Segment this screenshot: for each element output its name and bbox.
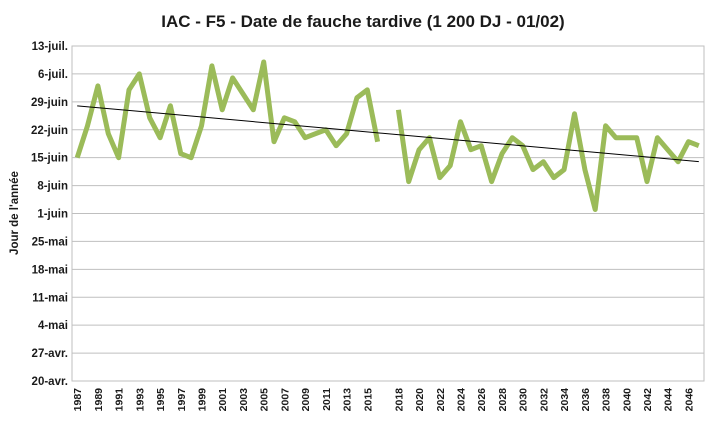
x-tick-label: 2038 xyxy=(601,388,613,412)
x-tick-label: 2024 xyxy=(456,388,468,412)
y-tick-label: 11-mai xyxy=(32,292,68,304)
y-tick-label: 27-avr. xyxy=(32,348,68,360)
x-tick-label: 1991 xyxy=(114,388,126,412)
x-tick-label: 2018 xyxy=(393,388,405,412)
y-tick-label: 6-juil. xyxy=(38,69,68,81)
x-tick-label: 2034 xyxy=(559,388,571,412)
y-axis-label: Jour de l'année xyxy=(9,171,21,255)
x-tick-label: 2030 xyxy=(518,388,530,412)
y-tick-label: 4-mai xyxy=(38,320,68,332)
x-tick-label: 2042 xyxy=(642,388,654,412)
series-line-1 xyxy=(74,59,700,212)
series-group xyxy=(74,59,700,212)
y-tick-label: 1-juin xyxy=(37,209,68,221)
x-tick-label: 1997 xyxy=(176,388,188,412)
x-tick-label: 2020 xyxy=(414,388,426,412)
x-tick-label: 2046 xyxy=(683,388,695,412)
x-tick-label: 1987 xyxy=(72,388,84,412)
y-tick-label: 13-juil. xyxy=(32,41,68,53)
x-tick-label: 2003 xyxy=(238,388,250,412)
y-tick-label: 22-juin xyxy=(31,125,68,137)
y-axis-ticks: 20-avr. 27-avr. 4-mai 11-mai 18-mai 25-mai 1-j… xyxy=(31,41,68,388)
x-tick-label: 2032 xyxy=(538,388,550,412)
x-tick-label: 2036 xyxy=(580,388,592,412)
x-tick-label: 2001 xyxy=(217,388,229,412)
x-axis-ticks: 1987 1989 1991 1993 1995 1997 1999 2001 2003 2005… xyxy=(72,388,695,412)
x-tick-label: 1989 xyxy=(93,388,105,412)
x-tick-label: 2013 xyxy=(342,388,354,412)
x-tick-label: 2028 xyxy=(497,388,509,412)
trendline xyxy=(77,105,699,163)
y-tick-label: 25-mai xyxy=(32,236,68,248)
x-tick-label: 2022 xyxy=(435,388,447,412)
x-tick-label: 2007 xyxy=(279,388,291,412)
x-tick-label: 2040 xyxy=(621,388,633,412)
y-tick-label: 20-avr. xyxy=(32,376,68,388)
x-tick-label: 2044 xyxy=(663,388,675,412)
x-tick-label: 2015 xyxy=(362,388,374,412)
x-tick-label: 1999 xyxy=(197,388,209,412)
x-tick-label: 2005 xyxy=(259,388,271,412)
y-tick-label: 18-mai xyxy=(32,264,68,276)
x-tick-label: 2009 xyxy=(300,388,312,412)
x-tick-label: 1993 xyxy=(134,388,146,412)
x-tick-label: 2011 xyxy=(321,388,333,411)
y-tick-label: 29-juin xyxy=(31,97,68,109)
y-tick-label: 8-juin xyxy=(37,181,68,193)
y-tick-label: 15-juin xyxy=(31,153,68,165)
chart-title: IAC - F5 - Date de fauche tardive (1 200… xyxy=(161,12,564,31)
trendline-group xyxy=(77,105,699,163)
x-tick-label: 1995 xyxy=(155,388,167,412)
x-tick-label: 2026 xyxy=(476,388,488,412)
